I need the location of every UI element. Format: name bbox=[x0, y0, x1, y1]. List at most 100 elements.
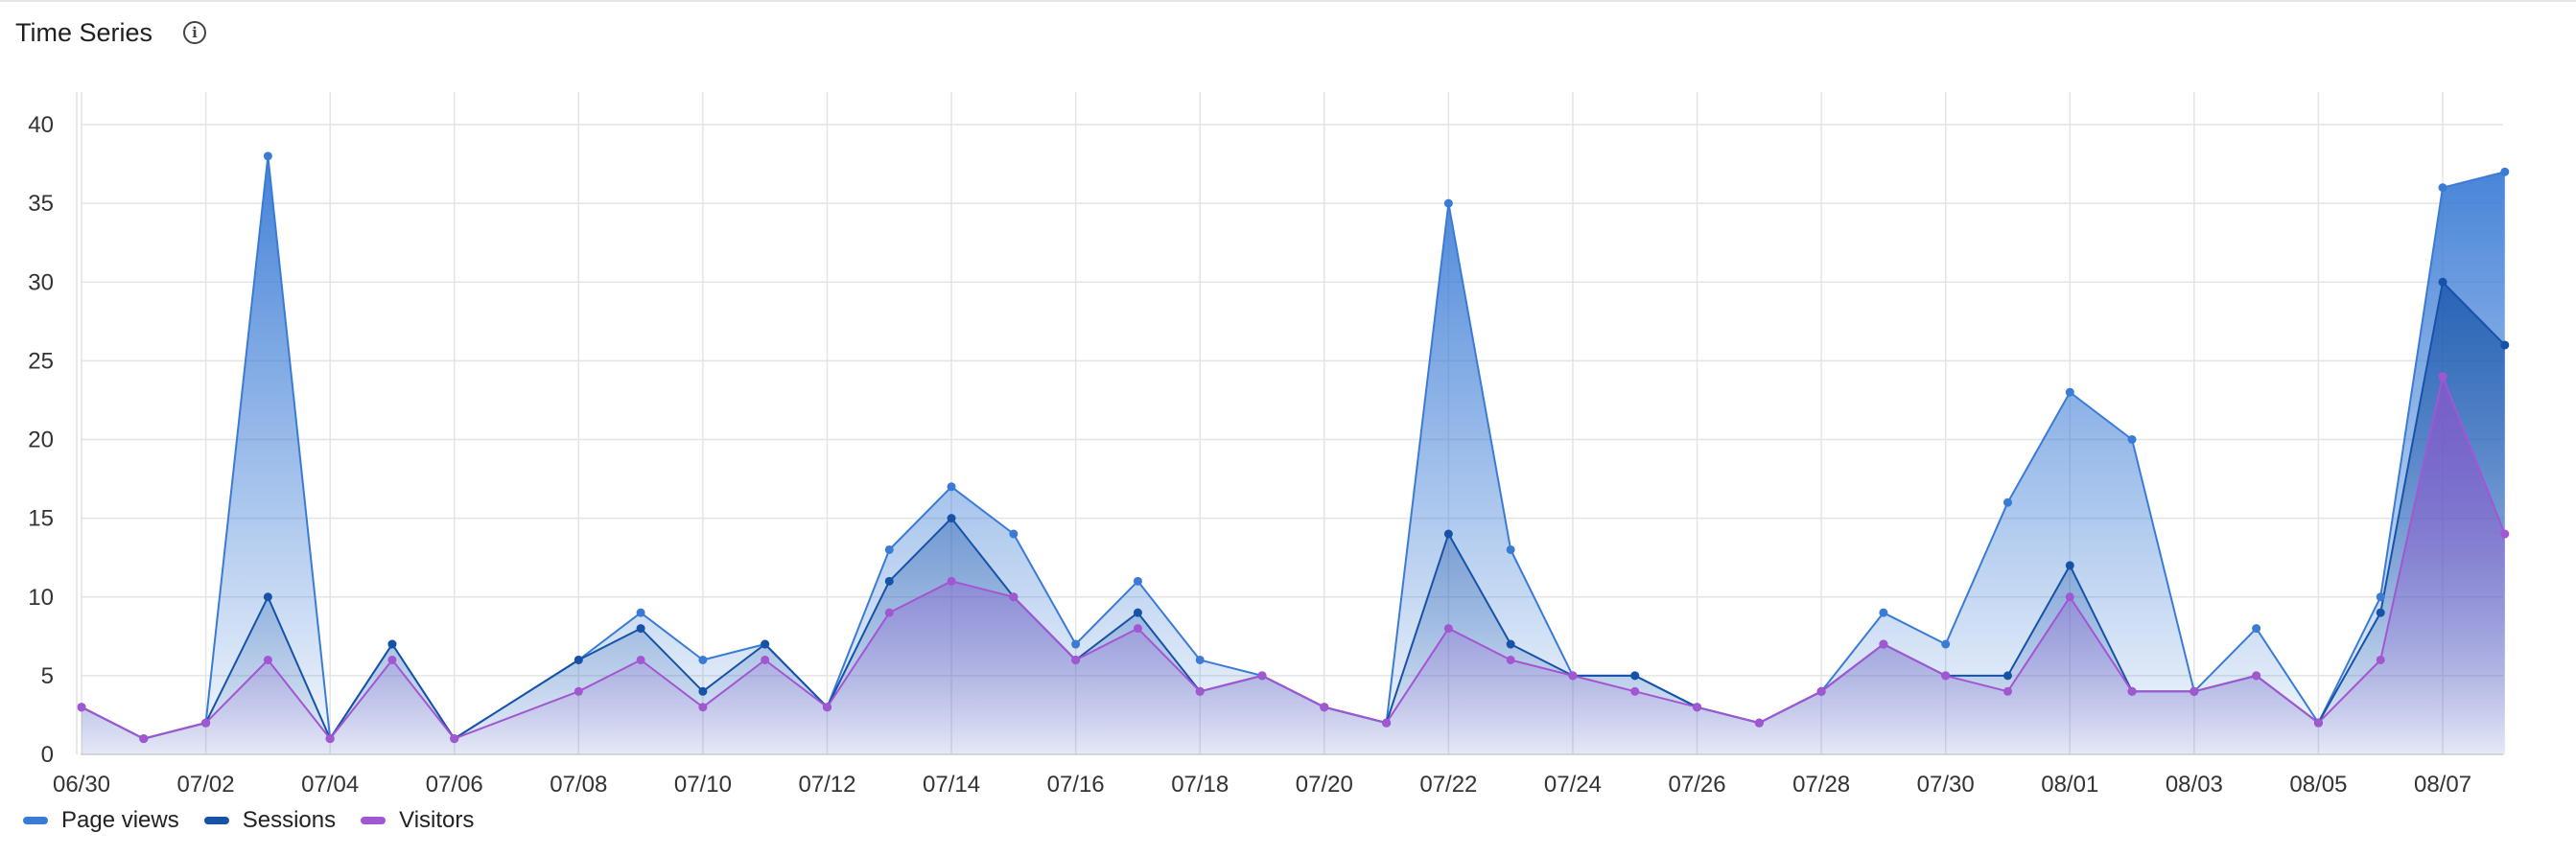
legend-label: Sessions bbox=[242, 807, 337, 833]
data-point-sessions bbox=[884, 576, 894, 586]
data-point-visitors bbox=[201, 718, 211, 728]
data-point-visitors bbox=[387, 655, 397, 664]
data-point-page-views bbox=[1506, 544, 1515, 554]
data-point-visitors bbox=[1195, 686, 1205, 696]
data-point-sessions bbox=[2002, 671, 2012, 681]
data-point-visitors bbox=[1879, 639, 1888, 649]
x-tick-label: 07/08 bbox=[550, 772, 607, 798]
data-point-page-views bbox=[2002, 497, 2012, 507]
x-tick-label: 07/30 bbox=[1917, 772, 1975, 798]
data-point-visitors bbox=[1941, 671, 1951, 681]
chart-title: Time Series bbox=[15, 17, 153, 47]
x-tick-label: 07/28 bbox=[1792, 772, 1850, 798]
data-point-sessions bbox=[2438, 277, 2447, 287]
data-point-sessions bbox=[2376, 608, 2385, 617]
data-point-visitors bbox=[2127, 686, 2137, 696]
data-point-visitors bbox=[1506, 655, 1515, 664]
legend-item-sessions[interactable]: Sessions bbox=[203, 807, 337, 834]
data-point-sessions bbox=[1506, 639, 1515, 649]
x-tick-label: 08/05 bbox=[2289, 772, 2347, 798]
y-tick-label: 30 bbox=[28, 269, 54, 295]
x-tick-label: 07/26 bbox=[1669, 772, 1726, 798]
data-point-visitors bbox=[2376, 655, 2385, 664]
data-point-page-views bbox=[1071, 639, 1081, 649]
legend-label: Page views bbox=[61, 807, 179, 833]
data-point-visitors bbox=[1009, 592, 1019, 602]
y-tick-label: 20 bbox=[28, 428, 54, 453]
x-tick-label: 08/07 bbox=[2414, 772, 2471, 798]
data-point-visitors bbox=[1754, 718, 1764, 728]
data-point-visitors bbox=[1816, 686, 1826, 696]
x-tick-label: 08/03 bbox=[2166, 772, 2223, 798]
data-point-page-views bbox=[263, 151, 272, 161]
data-point-visitors bbox=[698, 703, 708, 712]
data-point-sessions bbox=[2500, 340, 2510, 350]
info-circle-icon[interactable]: i bbox=[183, 21, 207, 44]
data-point-visitors bbox=[1320, 703, 1329, 712]
data-point-visitors bbox=[1133, 624, 1142, 634]
x-tick-label: 07/16 bbox=[1047, 772, 1105, 798]
data-point-visitors bbox=[636, 655, 645, 664]
data-point-page-views bbox=[2065, 387, 2074, 397]
legend-item-page-views[interactable]: Page views bbox=[23, 807, 179, 834]
x-tick-label: 08/01 bbox=[2041, 772, 2098, 798]
y-tick-label: 0 bbox=[41, 742, 54, 768]
x-tick-label: 07/12 bbox=[798, 772, 855, 798]
data-point-visitors bbox=[2190, 686, 2199, 696]
data-point-visitors bbox=[884, 608, 894, 617]
x-tick-label: 07/18 bbox=[1171, 772, 1229, 798]
data-point-page-views bbox=[2252, 624, 2261, 634]
data-point-page-views bbox=[698, 655, 708, 664]
data-point-visitors bbox=[1071, 655, 1081, 664]
top-divider bbox=[0, 0, 2576, 2]
areas bbox=[82, 155, 2505, 754]
chart-header: Time Series i bbox=[15, 13, 207, 52]
data-point-page-views bbox=[2438, 183, 2447, 193]
data-point-sessions bbox=[761, 639, 770, 649]
data-point-sessions bbox=[947, 514, 956, 523]
data-point-visitors bbox=[574, 686, 583, 696]
data-point-page-views bbox=[1195, 655, 1205, 664]
x-tick-label: 07/24 bbox=[1544, 772, 1602, 798]
y-tick-label: 15 bbox=[28, 506, 54, 532]
data-point-visitors bbox=[2313, 718, 2323, 728]
data-point-visitors bbox=[325, 734, 335, 744]
data-point-visitors bbox=[2252, 671, 2261, 681]
series-area-visitors bbox=[82, 376, 2505, 754]
x-tick-label: 07/14 bbox=[923, 772, 980, 798]
legend-swatch bbox=[23, 817, 48, 824]
y-tick-label: 25 bbox=[28, 348, 54, 374]
data-point-sessions bbox=[574, 655, 583, 664]
data-point-visitors bbox=[761, 655, 770, 664]
legend: Page views Sessions Visitors bbox=[23, 807, 474, 834]
data-point-visitors bbox=[1257, 671, 1267, 681]
legend-item-visitors[interactable]: Visitors bbox=[361, 807, 474, 834]
data-point-page-views bbox=[2500, 167, 2510, 176]
y-tick-label: 10 bbox=[28, 585, 54, 611]
legend-swatch bbox=[361, 817, 386, 824]
data-point-sessions bbox=[263, 592, 272, 602]
data-point-visitors bbox=[822, 703, 831, 712]
data-point-visitors bbox=[139, 734, 149, 744]
data-point-visitors bbox=[2065, 592, 2074, 602]
data-point-sessions bbox=[387, 639, 397, 649]
data-point-page-views bbox=[1879, 608, 1888, 617]
data-point-visitors bbox=[2002, 686, 2012, 696]
x-tick-label: 07/04 bbox=[301, 772, 359, 798]
data-point-visitors bbox=[1382, 718, 1392, 728]
data-point-page-views bbox=[947, 482, 956, 492]
x-tick-label: 07/02 bbox=[177, 772, 235, 798]
x-tick-label: 07/20 bbox=[1296, 772, 1353, 798]
data-point-visitors bbox=[1693, 703, 1702, 712]
x-tick-label: 07/06 bbox=[426, 772, 483, 798]
series-area-page-views bbox=[82, 155, 2505, 754]
data-point-sessions bbox=[1133, 608, 1142, 617]
y-tick-label: 5 bbox=[41, 663, 54, 689]
x-tick-label: 06/30 bbox=[53, 772, 110, 798]
data-point-sessions bbox=[1630, 671, 1640, 681]
y-tick-label: 40 bbox=[28, 112, 54, 138]
data-point-page-views bbox=[2127, 435, 2137, 444]
data-point-page-views bbox=[884, 544, 894, 554]
data-point-visitors bbox=[77, 703, 86, 712]
